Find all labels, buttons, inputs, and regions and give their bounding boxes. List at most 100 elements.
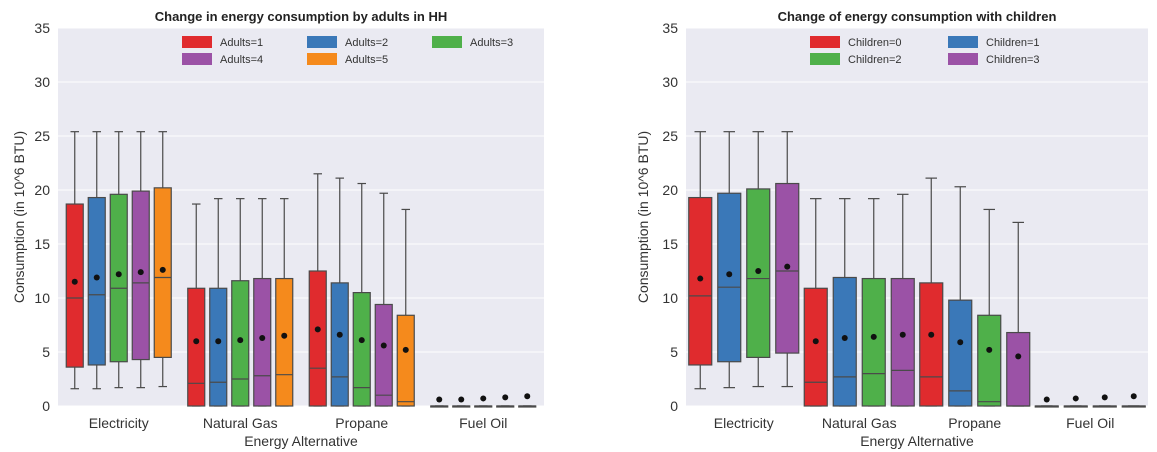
box-Adults=2-Natural Gas [209, 198, 228, 407]
box-Children=0-Propane [919, 177, 944, 407]
mean-point [259, 334, 266, 341]
mean-point [281, 332, 288, 339]
box-Adults=4-Propane [374, 192, 393, 407]
mean-point [115, 271, 122, 278]
mean-point [436, 396, 443, 403]
box-Children=0-Fuel Oil [1034, 396, 1059, 408]
legend-swatch [432, 36, 462, 48]
box-Adults=2-Fuel Oil [452, 396, 471, 408]
y-tick-label: 5 [670, 344, 678, 360]
mean-point [812, 338, 819, 345]
box-body [1006, 331, 1031, 407]
mean-point [380, 342, 387, 349]
y-tick-label: 35 [662, 20, 678, 36]
mean-point [841, 334, 848, 341]
box-body [308, 270, 327, 407]
x-tick-label: Fuel Oil [1066, 415, 1114, 431]
y-tick-label: 30 [34, 74, 50, 90]
mean-point [480, 395, 487, 402]
boxes [688, 131, 1146, 408]
x-axis-label: Energy Alternative [244, 433, 358, 449]
x-tick-label: Electricity [714, 415, 774, 431]
box-Children=2-Electricity [746, 131, 771, 388]
x-tick-labels: Electricity Natural Gas Propane Fuel Oil [714, 415, 1115, 431]
mean-point [314, 326, 321, 333]
box-Adults=5-Propane [396, 208, 415, 407]
x-tick-label: Fuel Oil [459, 415, 507, 431]
box-body [109, 193, 128, 363]
mean-point [402, 346, 409, 353]
box-body [253, 277, 272, 407]
box-body [209, 287, 228, 407]
box-Adults=1-Natural Gas [187, 203, 206, 407]
box-Adults=3-Fuel Oil [474, 395, 493, 408]
mean-point [870, 333, 877, 340]
plot-area [58, 28, 544, 406]
legend-swatch [307, 53, 337, 65]
y-tick-label: 15 [34, 236, 50, 252]
mean-point [502, 394, 509, 401]
legend-label: Adults=5 [345, 54, 388, 66]
box-body [977, 314, 1002, 407]
mean-point [1130, 393, 1137, 400]
box-body [861, 277, 886, 407]
legend-label: Children=1 [986, 37, 1040, 49]
legend-label: Adults=3 [470, 37, 513, 49]
legend: Adults=1 Adults=2 Adults=3 Adults=4 Adults=5 [182, 36, 513, 66]
y-tick-label: 15 [662, 236, 678, 252]
y-tick-label: 10 [662, 290, 678, 306]
mean-point [755, 268, 762, 274]
mean-point [215, 338, 222, 345]
box-Adults=5-Electricity [153, 131, 172, 388]
x-tick-label: Propane [948, 415, 1001, 431]
children-box-plot: 0 5 10 15 20 25 30 35 Electricity Natural Gas Pro… [635, 9, 1148, 449]
legend-swatch [182, 36, 212, 48]
chart-title: Change of energy consumption with childr… [778, 9, 1057, 24]
box-body [275, 277, 294, 407]
box-Adults=1-Fuel Oil [430, 396, 449, 408]
box-Adults=5-Fuel Oil [518, 393, 537, 408]
box-Children=1-Fuel Oil [1063, 395, 1088, 408]
mean-point [697, 275, 704, 282]
box-body [352, 292, 371, 407]
y-tick-label: 5 [42, 344, 50, 360]
y-tick-label: 35 [34, 20, 50, 36]
box-body [803, 287, 828, 407]
chart-title: Change in energy consumption by adults i… [155, 9, 448, 24]
legend-swatch [810, 36, 840, 48]
mean-point [1072, 395, 1079, 402]
box-Children=3-Propane [1006, 221, 1031, 407]
box-body [330, 282, 349, 407]
adults-box-plot: 0 5 10 15 20 25 30 35 Electricity Natural Gas Pro… [11, 9, 544, 449]
box-Children=3-Fuel Oil [1121, 393, 1146, 408]
box-Adults=2-Electricity [87, 131, 106, 390]
box-Children=0-Natural Gas [803, 198, 828, 407]
box-Adults=1-Propane [308, 173, 327, 407]
y-tick-label: 0 [42, 398, 50, 414]
y-axis-label: Consumption (in 10^6 BTU) [11, 131, 27, 303]
y-tick-label: 30 [662, 74, 678, 90]
mean-point [1101, 394, 1108, 401]
legend-swatch [182, 53, 212, 65]
mean-point [957, 339, 964, 346]
mean-point [899, 331, 906, 338]
box-Adults=5-Natural Gas [275, 198, 294, 407]
legend-label: Adults=2 [345, 37, 388, 49]
legend-label: Children=0 [848, 37, 902, 49]
box-body [131, 190, 150, 361]
legend-swatch [948, 53, 978, 65]
y-tick-label: 20 [662, 182, 678, 198]
y-tick-label: 25 [662, 128, 678, 144]
mean-point [458, 396, 465, 403]
legend-swatch [307, 36, 337, 48]
y-tick-label: 0 [670, 398, 678, 414]
box-body [717, 192, 742, 363]
y-tick-label: 25 [34, 128, 50, 144]
mean-point [193, 338, 200, 345]
box-Children=0-Electricity [688, 131, 713, 390]
box-body [187, 287, 206, 407]
box-body [65, 203, 84, 368]
legend-swatch [948, 36, 978, 48]
mean-point [986, 346, 993, 353]
box-body [948, 299, 973, 407]
